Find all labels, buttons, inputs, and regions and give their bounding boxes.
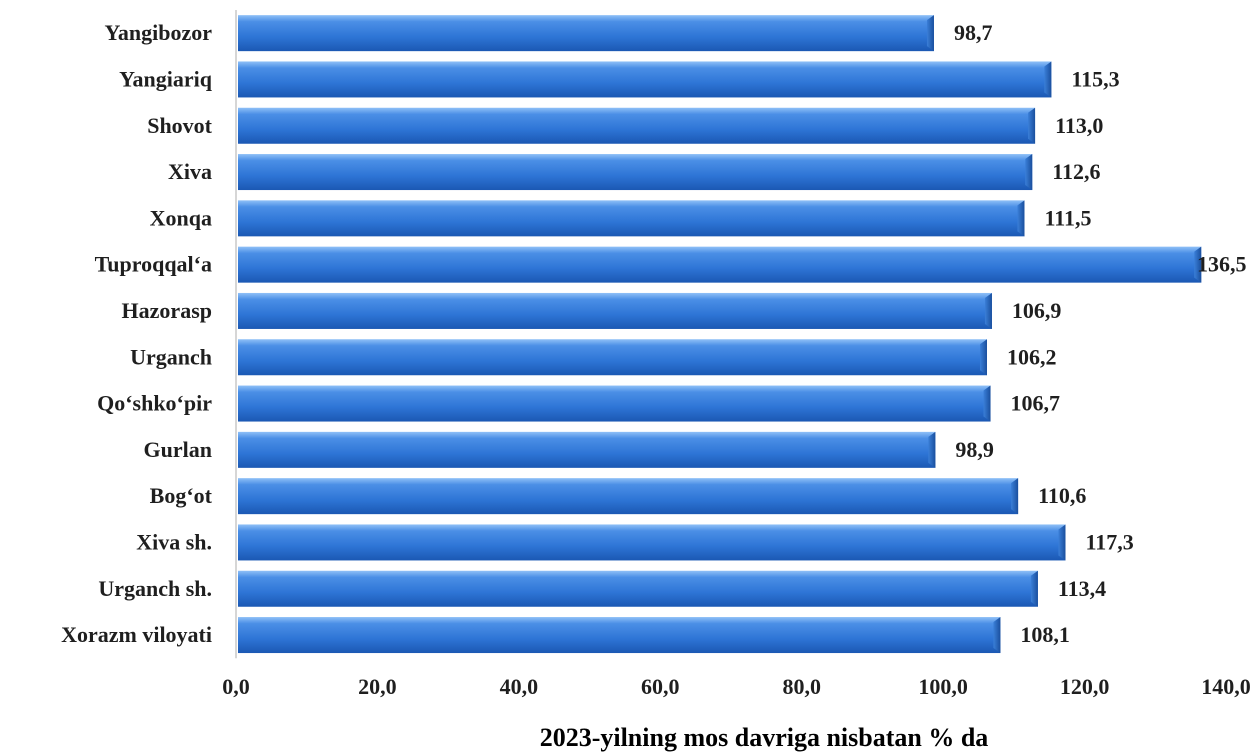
x-tick-label: 100,0 xyxy=(918,674,968,699)
bar-cap-5 xyxy=(1017,200,1025,237)
bar-8 xyxy=(238,339,987,376)
bar-cap-4 xyxy=(1025,154,1033,191)
category-label: Xorazm viloyati xyxy=(61,622,212,647)
category-label: Urganch sh. xyxy=(98,576,212,601)
category-label: Xonqa xyxy=(150,205,212,230)
bar-11 xyxy=(238,478,1019,515)
bar-13 xyxy=(238,570,1038,607)
value-label: 112,6 xyxy=(1052,159,1100,184)
bar-3 xyxy=(238,107,1036,144)
bar-7 xyxy=(238,292,992,329)
bar-1 xyxy=(238,15,934,52)
x-tick-label: 80,0 xyxy=(782,674,821,699)
bar-5 xyxy=(238,200,1025,237)
x-tick-label: 140,0 xyxy=(1201,674,1251,699)
bar-14 xyxy=(238,617,1001,654)
value-label: 110,6 xyxy=(1038,483,1086,508)
bar-10 xyxy=(238,431,936,468)
category-label: Shovot xyxy=(147,113,212,138)
category-label: Yangiariq xyxy=(119,66,213,91)
value-label: 113,0 xyxy=(1055,113,1103,138)
value-label: 98,7 xyxy=(954,20,993,45)
value-label: 98,9 xyxy=(955,437,994,462)
bar-2 xyxy=(238,61,1052,98)
category-label: Xiva sh. xyxy=(136,529,212,554)
x-tick-labels: 0,0 20,0 40,0 60,0 80,0 100,0 120,0 140,0 xyxy=(222,674,1251,699)
category-label: Qo‘shko‘pir xyxy=(97,391,212,416)
category-label: Bog‘ot xyxy=(150,483,213,508)
category-label: Xiva xyxy=(168,159,212,184)
value-labels: 98,7 115,3 113,0 112,6 111,5 136,5 106,9 106,2 1… xyxy=(954,20,1247,647)
value-label: 108,1 xyxy=(1020,622,1069,647)
value-label: 117,3 xyxy=(1085,529,1133,554)
bar-4 xyxy=(238,154,1033,191)
bar-cap-9 xyxy=(983,385,991,422)
x-tick-label: 20,0 xyxy=(358,674,397,699)
bar-cap-1 xyxy=(926,15,934,52)
bar-cap-13 xyxy=(1030,570,1038,607)
bar-6 xyxy=(238,246,1202,283)
value-label: 113,4 xyxy=(1058,576,1106,601)
category-label: Hazorasp xyxy=(122,298,212,323)
category-label: Urganch xyxy=(130,344,212,369)
x-tick-label: 120,0 xyxy=(1060,674,1110,699)
category-label: Gurlan xyxy=(144,437,212,462)
bar-cap-8 xyxy=(979,339,987,376)
bar-9 xyxy=(238,385,991,422)
bar-cap-3 xyxy=(1028,107,1036,144)
bar-12 xyxy=(238,524,1066,561)
x-tick-label: 40,0 xyxy=(500,674,539,699)
value-label: 136,5 xyxy=(1197,252,1247,277)
category-labels: Yangibozor Yangiariq Shovot Xiva Xonqa Tuproq… xyxy=(61,20,213,647)
x-tick-label: 0,0 xyxy=(222,674,250,699)
bar-cap-10 xyxy=(928,431,936,468)
bar-cap-12 xyxy=(1058,524,1066,561)
bars-group xyxy=(238,15,1202,654)
bar-cap-6 xyxy=(1194,246,1202,283)
x-tick-label: 60,0 xyxy=(641,674,680,699)
value-label: 115,3 xyxy=(1071,66,1119,91)
value-label: 106,2 xyxy=(1007,344,1057,369)
category-label: Tuproqqal‘a xyxy=(95,252,212,277)
bar-cap-11 xyxy=(1011,478,1019,515)
value-label: 111,5 xyxy=(1044,205,1091,230)
value-label: 106,7 xyxy=(1011,391,1061,416)
bar-cap-2 xyxy=(1044,61,1052,98)
category-label: Yangibozor xyxy=(104,20,212,45)
bar-cap-7 xyxy=(984,292,992,329)
bar-cap-14 xyxy=(993,617,1001,654)
value-label: 106,9 xyxy=(1012,298,1062,323)
x-axis-title: 2023-yilning mos davriga nisbatan % da xyxy=(540,723,989,752)
